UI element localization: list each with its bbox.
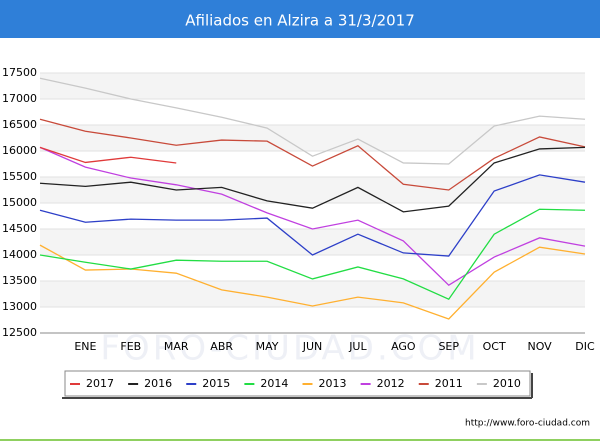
legend-label: 2017 [86, 377, 114, 390]
legend-label: 2011 [435, 377, 463, 390]
legend-box [64, 370, 531, 397]
title-bar [0, 0, 600, 38]
y-tick-label: 15500 [2, 170, 37, 183]
grid-band [40, 229, 585, 255]
y-tick-label: 15000 [2, 196, 37, 209]
x-tick-label: ABR [210, 340, 233, 353]
legend-label: 2016 [144, 377, 172, 390]
x-tick-label: SEP [438, 340, 459, 353]
y-tick-label: 14500 [2, 222, 37, 235]
series-line [39, 174, 586, 257]
watermark: FORO-CIUDAD.COM [100, 329, 479, 369]
x-tick-label: OCT [483, 340, 506, 353]
x-tick-label: ENE [74, 340, 96, 353]
y-tick-label: 12500 [2, 326, 37, 339]
x-tick-label: MAY [256, 340, 279, 353]
x-tick-label: JUN [302, 340, 323, 353]
series-line [39, 77, 586, 165]
footer: http://www.foro-ciudad.com [465, 419, 590, 429]
grid-band [40, 73, 585, 99]
legend-label: 2014 [260, 377, 288, 390]
series-line [39, 146, 586, 213]
y-tick-label: 14000 [2, 248, 37, 261]
y-tick-label: 13500 [2, 274, 37, 287]
legend-label: 2013 [319, 377, 347, 390]
y-tick-label: 17500 [2, 66, 37, 79]
grid-band [40, 125, 585, 151]
y-tick-label: 16500 [2, 118, 37, 131]
x-tick-label: MAR [164, 340, 189, 353]
chart-title: Afiliados en Alzira a 31/3/2017 [185, 12, 415, 30]
y-tick-label: 17000 [2, 92, 37, 105]
series-line [39, 146, 586, 286]
grid-band [40, 281, 585, 307]
x-tick-label: JUL [348, 340, 367, 353]
y-tick-label: 13000 [2, 300, 37, 313]
series-line [39, 208, 586, 301]
legend-label: 2015 [202, 377, 230, 390]
legend-label: 2012 [377, 377, 405, 390]
x-tick-label: NOV [527, 340, 552, 353]
series-line [39, 146, 177, 164]
series-line [39, 118, 586, 191]
legend-label: 2010 [493, 377, 521, 390]
x-tick-label: FEB [120, 340, 141, 353]
y-tick-label: 16000 [2, 144, 37, 157]
grid-band [40, 177, 585, 203]
x-tick-label: AGO [391, 340, 416, 353]
x-tick-label: DIC [575, 340, 595, 353]
